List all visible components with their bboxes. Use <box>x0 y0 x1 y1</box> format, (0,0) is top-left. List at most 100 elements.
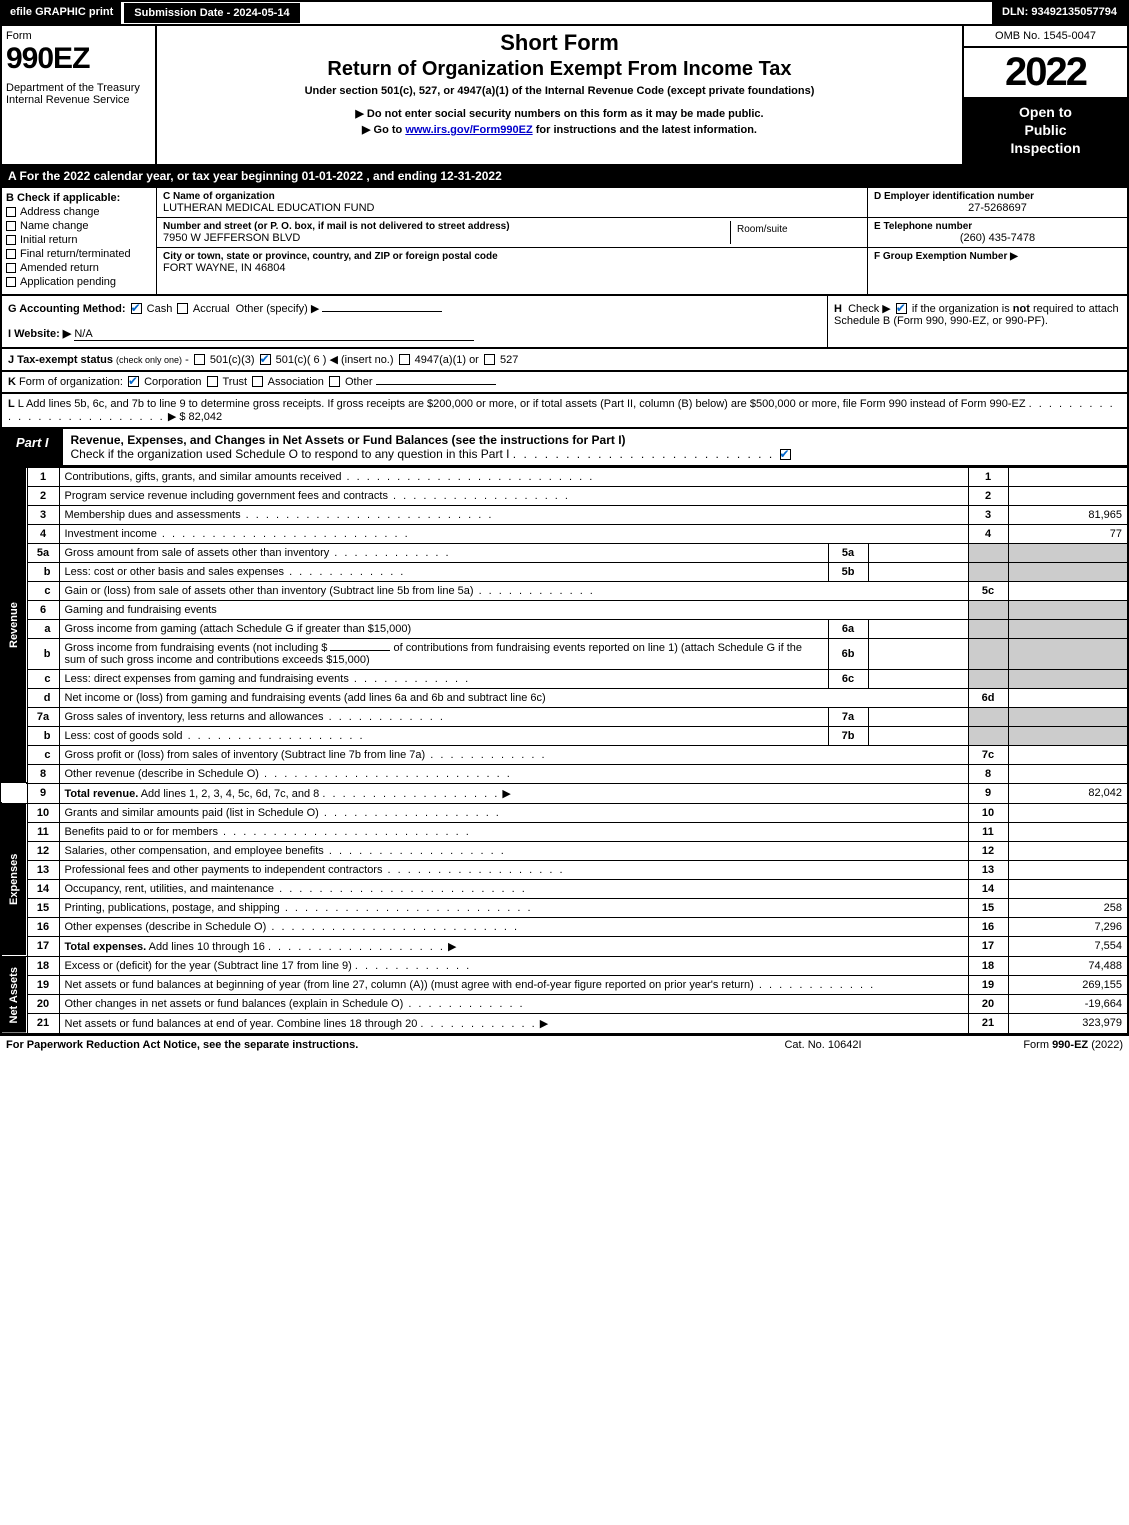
chk-other-org[interactable] <box>329 376 340 387</box>
line-value <box>1008 745 1128 764</box>
line-midval <box>868 543 968 562</box>
line-value <box>1008 486 1128 505</box>
c-room: Room/suite <box>731 221 861 244</box>
line-val-shade <box>1008 619 1128 638</box>
line-num: d <box>27 688 59 707</box>
omb-number: OMB No. 1545-0047 <box>964 26 1127 48</box>
line-midval <box>868 619 968 638</box>
line-desc: Gross income from fundraising events (no… <box>59 638 828 669</box>
form-header: Form 990EZ Department of the Treasury In… <box>0 26 1129 166</box>
footer-paperwork: For Paperwork Reduction Act Notice, see … <box>6 1039 723 1051</box>
line-rnum: 5c <box>968 581 1008 600</box>
g-accounting: G Accounting Method: Cash Accrual Other … <box>2 296 827 347</box>
form-number: 990EZ <box>6 42 151 76</box>
chk-cash[interactable] <box>131 303 142 314</box>
line-desc: Gross amount from sale of assets other t… <box>59 543 828 562</box>
line-desc: Contributions, gifts, grants, and simila… <box>59 467 968 486</box>
line-value <box>1008 581 1128 600</box>
chk-label: Name change <box>20 220 89 232</box>
irs-link[interactable]: www.irs.gov/Form990EZ <box>405 124 532 136</box>
chk-schedule-b[interactable] <box>896 303 907 314</box>
chk-schedule-o[interactable] <box>780 449 791 460</box>
line-rnum: 10 <box>968 803 1008 822</box>
line-value: 7,554 <box>1008 936 1128 956</box>
e-phone: E Telephone number (260) 435-7478 <box>868 218 1127 248</box>
chk-address-change[interactable]: Address change <box>6 206 152 218</box>
efile-print[interactable]: efile GRAPHIC print <box>2 2 123 24</box>
line-num: c <box>27 745 59 764</box>
chk-trust[interactable] <box>207 376 218 387</box>
line-value <box>1008 860 1128 879</box>
line-val-shade <box>1008 707 1128 726</box>
footer-formref: Form 990-EZ (2022) <box>923 1039 1123 1051</box>
line-midnum: 7a <box>828 707 868 726</box>
i-website-label: I Website: ▶ <box>8 328 71 340</box>
checkbox-icon <box>6 235 16 245</box>
line-num: 1 <box>27 467 59 486</box>
line-val-shade <box>1008 543 1128 562</box>
sidebar-expenses: Expenses <box>1 803 27 956</box>
chk-name-change[interactable]: Name change <box>6 220 152 232</box>
line-rnum-shade <box>968 707 1008 726</box>
line-rnum: 13 <box>968 860 1008 879</box>
title-return: Return of Organization Exempt From Incom… <box>165 58 954 81</box>
d-ein-value: 27-5268697 <box>874 202 1121 214</box>
row-a-tax-year: A For the 2022 calendar year, or tax yea… <box>0 166 1129 188</box>
line-num: 6 <box>27 600 59 619</box>
line-desc: Excess or (deficit) for the year (Subtra… <box>59 956 968 975</box>
chk-501c3[interactable] <box>194 354 205 365</box>
line-num: b <box>27 726 59 745</box>
line-value <box>1008 841 1128 860</box>
c-name-value: LUTHERAN MEDICAL EDUCATION FUND <box>163 202 861 214</box>
line-value: 258 <box>1008 898 1128 917</box>
chk-501c[interactable] <box>260 354 271 365</box>
line-desc: Gross sales of inventory, less returns a… <box>59 707 828 726</box>
chk-corporation[interactable] <box>128 376 139 387</box>
line-value <box>1008 688 1128 707</box>
dots <box>513 447 774 461</box>
line-val-shade <box>1008 638 1128 669</box>
subtitle: Under section 501(c), 527, or 4947(a)(1)… <box>165 85 954 97</box>
chk-label: Final return/terminated <box>20 248 131 260</box>
line-val-shade <box>1008 669 1128 688</box>
c-city-value: FORT WAYNE, IN 46804 <box>163 262 861 274</box>
line-midval <box>868 707 968 726</box>
line-desc: Less: cost or other basis and sales expe… <box>59 562 828 581</box>
header-left: Form 990EZ Department of the Treasury In… <box>2 26 157 164</box>
line-desc: Net income or (loss) from gaming and fun… <box>59 688 968 707</box>
other-org-line[interactable] <box>376 384 496 385</box>
chk-accrual[interactable] <box>177 303 188 314</box>
line-num: a <box>27 619 59 638</box>
l6b-amount-line[interactable] <box>330 650 390 651</box>
chk-application-pending[interactable]: Application pending <box>6 276 152 288</box>
line-num: 4 <box>27 524 59 543</box>
line-value <box>1008 879 1128 898</box>
footer-right-pre: Form <box>1023 1039 1052 1051</box>
c-name: C Name of organization LUTHERAN MEDICAL … <box>157 188 867 218</box>
lines-table: Revenue 1 Contributions, gifts, grants, … <box>0 467 1129 1035</box>
chk-527[interactable] <box>484 354 495 365</box>
other-specify-line[interactable] <box>322 311 442 312</box>
form-word: Form <box>6 30 151 42</box>
line-midnum: 5b <box>828 562 868 581</box>
chk-amended-return[interactable]: Amended return <box>6 262 152 274</box>
chk-initial-return[interactable]: Initial return <box>6 234 152 246</box>
line-rnum: 18 <box>968 956 1008 975</box>
line-desc: Total expenses. Add lines 10 through 16 <box>59 936 968 956</box>
c-street-value: 7950 W JEFFERSON BLVD <box>163 232 730 244</box>
c-city-label: City or town, state or province, country… <box>163 251 861 262</box>
line-rnum: 16 <box>968 917 1008 936</box>
title-short-form: Short Form <box>165 30 954 56</box>
header-bullets: ▶ Do not enter social security numbers o… <box>165 107 954 136</box>
footer-right-bold: 990-EZ <box>1052 1039 1088 1051</box>
chk-4947a1[interactable] <box>399 354 410 365</box>
page-footer: For Paperwork Reduction Act Notice, see … <box>0 1035 1129 1054</box>
chk-association[interactable] <box>252 376 263 387</box>
chk-final-return[interactable]: Final return/terminated <box>6 248 152 260</box>
line-value: 77 <box>1008 524 1128 543</box>
line-value <box>1008 803 1128 822</box>
l6b-d1: Gross income from fundraising events (no… <box>65 642 328 654</box>
checkbox-icon <box>6 263 16 273</box>
row-gh: G Accounting Method: Cash Accrual Other … <box>0 296 1129 349</box>
b-header: B Check if applicable: <box>6 192 152 204</box>
